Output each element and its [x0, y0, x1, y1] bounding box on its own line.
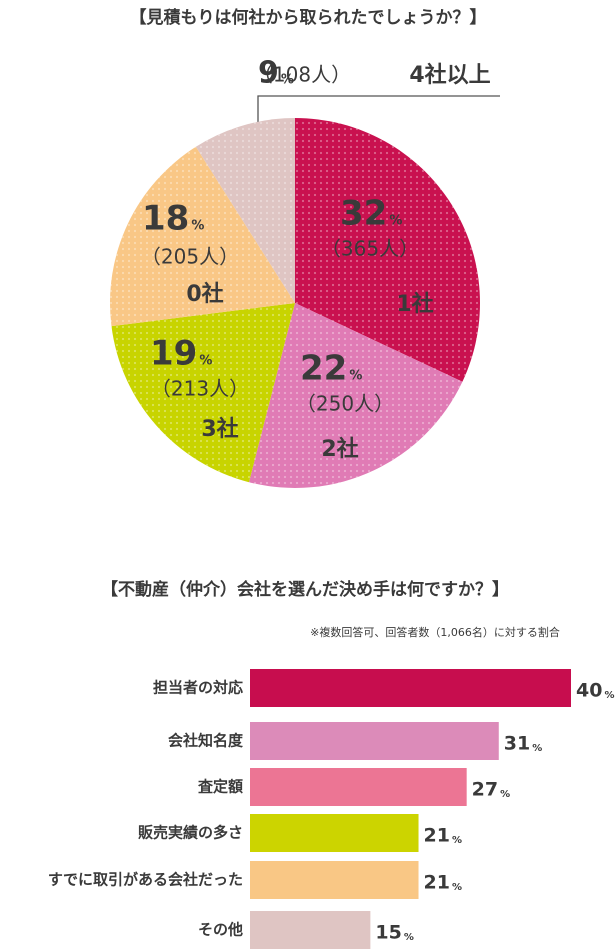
unit-label: %	[191, 219, 204, 234]
bar	[250, 768, 467, 806]
category-label: 1社	[396, 291, 433, 317]
category-label: 0社	[186, 281, 223, 307]
bar	[250, 814, 419, 852]
unit-label: %	[604, 690, 614, 701]
value-label: 15	[375, 922, 401, 944]
value-label: 40	[576, 680, 602, 702]
count-label: （205人）	[141, 245, 239, 269]
count-label: （365人）	[321, 237, 419, 261]
bar-title: 【不動産（仲介）会社を選んだ決め手は何ですか？】	[101, 579, 509, 600]
slice-texture	[295, 118, 480, 382]
category-label: 会社知名度	[168, 732, 244, 750]
unit-label: %	[452, 835, 462, 846]
unit-label: %	[532, 743, 542, 754]
value-label: 9	[258, 56, 279, 91]
slice-texture	[195, 118, 295, 303]
unit-label: %	[500, 789, 510, 800]
value-label: 31	[504, 733, 530, 755]
bar	[250, 669, 571, 707]
count-label: （108人）	[253, 63, 351, 87]
slice-texture	[248, 303, 463, 489]
bar	[250, 911, 371, 949]
value-label: 21	[424, 872, 450, 894]
category-label: 2社	[321, 436, 358, 462]
category-label: 3社	[201, 416, 238, 442]
unit-label: %	[404, 932, 414, 943]
unit-label: %	[389, 214, 402, 229]
bar	[250, 861, 419, 899]
bar	[250, 722, 499, 760]
unit-label: %	[199, 354, 212, 369]
category-label: 査定額	[198, 778, 243, 796]
unit-label: %	[281, 73, 294, 88]
slice-texture	[109, 146, 295, 327]
category-label: 4社以上	[409, 62, 490, 88]
slice-texture	[111, 303, 296, 483]
category-label: その他	[198, 921, 243, 939]
category-label: すでに取引がある会社だった	[48, 871, 243, 889]
category-label: 販売実績の多さ	[138, 824, 243, 842]
value-label: 22	[300, 349, 347, 389]
value-label: 27	[472, 779, 498, 801]
category-label: 担当者の対応	[153, 679, 243, 697]
value-label: 19	[150, 334, 197, 374]
unit-label: %	[452, 882, 462, 893]
value-label: 18	[142, 199, 189, 239]
count-label: （250人）	[296, 392, 394, 416]
bar-note: ※複数回答可、回答者数（1,066名）に対する割合	[310, 625, 560, 639]
value-label: 32	[340, 194, 387, 234]
count-label: （213人）	[151, 377, 249, 401]
pie-title: 【見積もりは何社から取られたでしょうか？】	[130, 7, 487, 28]
unit-label: %	[349, 369, 362, 384]
value-label: 21	[424, 825, 450, 847]
